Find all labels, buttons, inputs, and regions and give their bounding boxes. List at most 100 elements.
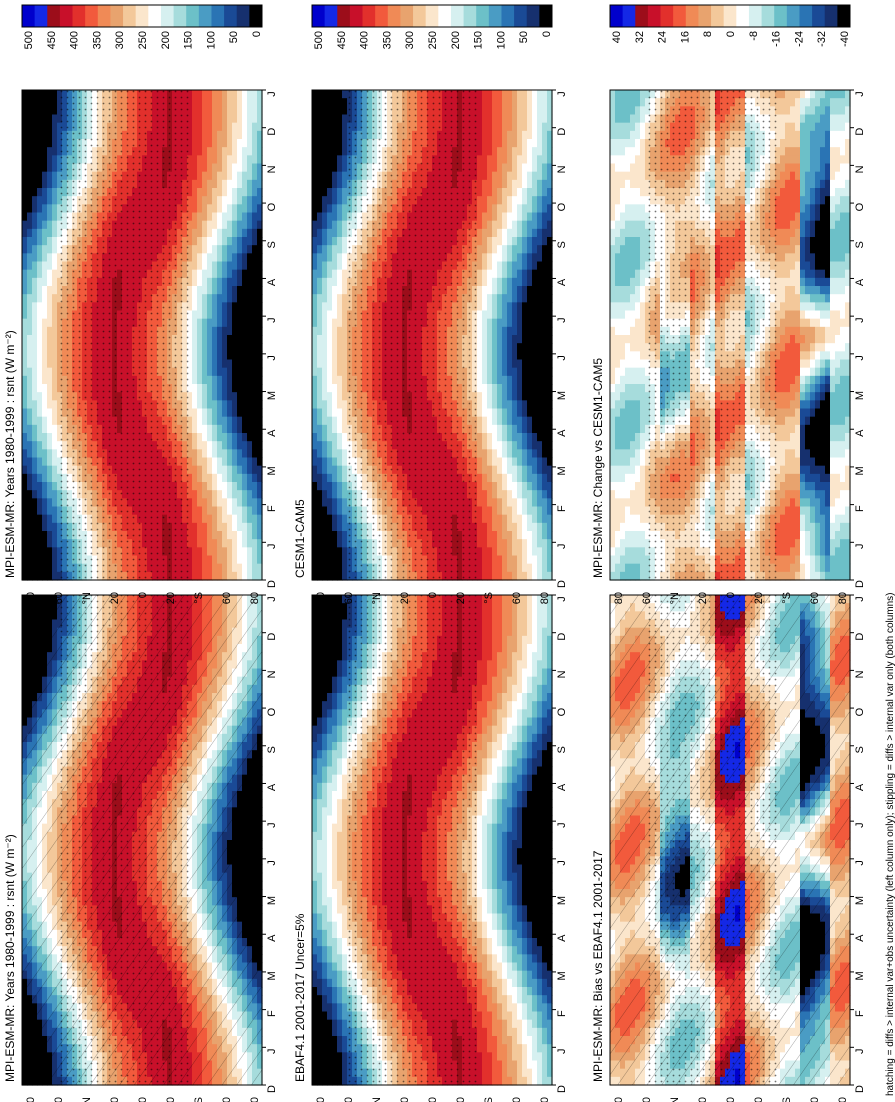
heat-cell xyxy=(327,831,333,841)
panel-title: MPI-ESM-MR: Years 1980-1999 : rsnt (W m⁻… xyxy=(3,834,17,1082)
heat-cell xyxy=(322,970,328,980)
heat-cell xyxy=(332,815,338,825)
heat-cell xyxy=(337,978,343,988)
heat-cell xyxy=(332,774,338,784)
heat-cell xyxy=(332,946,338,955)
heat-cell xyxy=(322,880,328,890)
month-tick-label: J xyxy=(266,860,278,866)
lat-tick-label: 0 xyxy=(137,1097,149,1102)
heat-cell xyxy=(312,733,318,743)
heat-cell xyxy=(332,1011,338,1021)
heat-cell xyxy=(317,1068,323,1078)
heat-cell xyxy=(342,619,348,629)
heat-cell xyxy=(317,758,323,768)
heat-cell xyxy=(337,709,343,719)
heat-cell xyxy=(327,1052,333,1062)
heat-cell xyxy=(337,807,343,817)
heat-cell xyxy=(317,848,323,857)
heat-cell xyxy=(342,1036,348,1045)
heat-cell xyxy=(327,807,333,817)
heat-cell xyxy=(332,693,338,702)
heat-cell xyxy=(317,733,323,743)
heat-cell xyxy=(342,864,348,874)
heat-cell xyxy=(327,595,333,604)
month-tick-label: J xyxy=(266,822,278,828)
heat-cell xyxy=(317,815,323,825)
heat-cell xyxy=(322,1060,328,1070)
heat-cell xyxy=(332,791,338,800)
heat-cell xyxy=(322,709,328,719)
heat-cell xyxy=(337,627,343,637)
lat-tick-label: 60 xyxy=(221,1097,233,1102)
heat-cell xyxy=(342,693,348,702)
heat-cell xyxy=(342,611,348,621)
heat-cell xyxy=(332,1027,338,1037)
heat-cell xyxy=(322,1003,328,1013)
heat-cell xyxy=(322,725,328,735)
heat-cell xyxy=(312,709,318,719)
heat-cell xyxy=(312,897,318,906)
heat-cell xyxy=(312,807,318,817)
heat-cell xyxy=(327,946,333,955)
heat-cell xyxy=(327,815,333,825)
heat-cell xyxy=(317,742,323,751)
heat-cell xyxy=(332,889,338,898)
heat-cell xyxy=(317,676,323,686)
heat-cell xyxy=(317,995,323,1004)
heat-cell xyxy=(342,872,348,882)
heat-cell xyxy=(322,1076,328,1086)
heat-cell xyxy=(337,905,343,915)
heat-cell xyxy=(312,905,318,915)
heat-cell xyxy=(312,1011,318,1021)
heat-cell xyxy=(342,831,348,841)
heat-cell xyxy=(327,774,333,784)
heat-cell xyxy=(342,660,348,670)
heat-cell xyxy=(317,627,323,637)
heat-cell xyxy=(317,946,323,955)
heat-cell xyxy=(322,987,328,996)
heat-cell xyxy=(322,1044,328,1053)
month-tick-label: S xyxy=(266,746,278,753)
heat-cell xyxy=(317,611,323,621)
heat-cell xyxy=(322,856,328,866)
heat-cell xyxy=(312,652,318,661)
heat-cell xyxy=(317,1076,323,1086)
heat-cell xyxy=(337,635,343,645)
heat-cell xyxy=(332,872,338,882)
heat-cell xyxy=(312,717,318,727)
heat-cell xyxy=(342,799,348,808)
heat-cell xyxy=(312,995,318,1004)
heat-cell xyxy=(337,1036,343,1045)
heat-cell xyxy=(342,733,348,743)
heat-cell xyxy=(337,889,343,898)
heat-cell xyxy=(322,684,328,694)
heat-cell xyxy=(332,766,338,776)
heat-cell xyxy=(337,946,343,955)
heat-cell xyxy=(327,995,333,1004)
heat-cell xyxy=(322,840,328,849)
heat-cell xyxy=(317,619,323,629)
heat-cell xyxy=(322,693,328,702)
heat-cell xyxy=(327,684,333,694)
hatch-overlay xyxy=(22,595,262,1085)
heat-cell xyxy=(327,644,333,653)
heat-cell xyxy=(342,774,348,784)
heat-cell xyxy=(312,856,318,866)
heat-cell xyxy=(332,897,338,906)
heat-cell xyxy=(322,954,328,964)
heat-cell xyxy=(337,897,343,906)
heat-cell xyxy=(312,1060,318,1070)
heat-cell xyxy=(322,807,328,817)
heat-cell xyxy=(312,635,318,645)
heat-cell xyxy=(337,652,343,661)
heat-cell xyxy=(317,872,323,882)
heat-cell xyxy=(332,1044,338,1053)
heat-cell xyxy=(322,660,328,670)
heat-cell xyxy=(337,1076,343,1086)
heat-cell xyxy=(327,913,333,923)
heat-cell xyxy=(312,848,318,857)
heat-cell xyxy=(332,864,338,874)
month-tick-label: M xyxy=(266,896,278,905)
heat-cell xyxy=(337,603,343,612)
heat-cell xyxy=(317,1052,323,1062)
